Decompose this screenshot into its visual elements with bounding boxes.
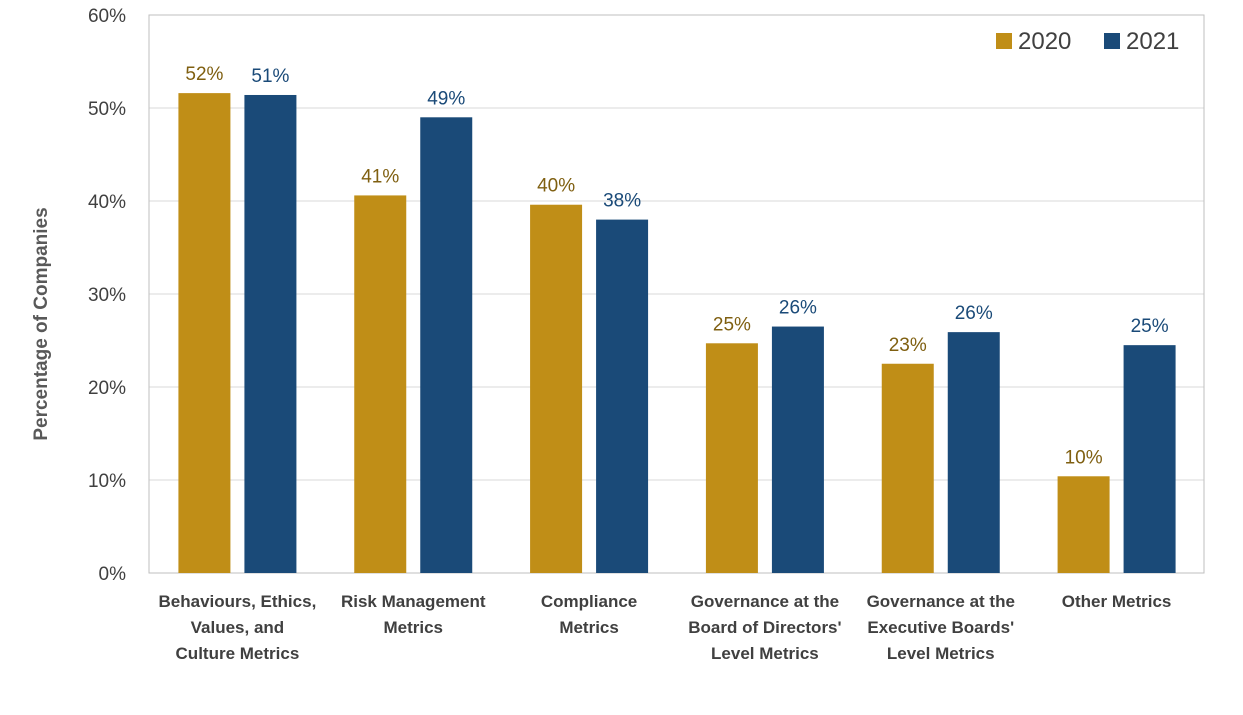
y-tick-label: 20%	[88, 378, 126, 399]
bar-2021-4	[947, 332, 1000, 573]
data-label-2021: 25%	[1131, 316, 1169, 337]
x-category-label: Behaviours, Ethics,	[159, 592, 317, 611]
bar-2020-3	[705, 343, 758, 573]
x-category-label: Governance at the	[867, 592, 1015, 611]
legend-swatch-2021	[1104, 33, 1120, 49]
bar-2021-2	[596, 219, 649, 573]
x-category-label: Other Metrics	[1062, 592, 1172, 611]
data-label-2021: 26%	[779, 298, 817, 319]
x-category-label: Culture Metrics	[176, 644, 300, 663]
data-label-2020: 10%	[1065, 447, 1103, 468]
data-label-2021: 49%	[427, 88, 465, 109]
x-category-label: Executive Boards'	[867, 618, 1014, 637]
legend-label-2020: 2020	[1018, 28, 1071, 55]
x-axis-categories: Behaviours, Ethics, Values, and Culture Me…	[159, 592, 1172, 663]
legend: 2020 2021	[996, 28, 1179, 55]
bar-2021-5	[1123, 345, 1176, 573]
y-axis-ticks: 0% 10% 20% 30% 40% 50% 60%	[88, 6, 126, 585]
x-category-label: Level Metrics	[887, 644, 995, 663]
bar-2020-5	[1057, 476, 1110, 573]
data-labels: 52% 51% 41% 49% 40% 38% 25% 26% 23% 26% 10% 25%	[185, 64, 1168, 468]
data-label-2020: 52%	[185, 64, 223, 85]
x-category-label: Risk Management	[341, 592, 486, 611]
plot-area-frame	[148, 14, 1205, 574]
x-category-label: Values, and	[191, 618, 285, 637]
bar-2020-0	[178, 93, 231, 574]
x-category-label: Compliance	[541, 592, 637, 611]
bars	[178, 93, 1176, 574]
y-tick-label: 50%	[88, 99, 126, 120]
legend-swatch-2020	[996, 33, 1012, 49]
legend-label-2021: 2021	[1126, 28, 1179, 55]
y-tick-label: 60%	[88, 6, 126, 27]
data-label-2020: 40%	[537, 176, 575, 197]
x-category-label: Metrics	[383, 618, 443, 637]
x-category-label: Governance at the	[691, 592, 839, 611]
bar-2020-2	[530, 204, 583, 573]
gridlines	[149, 14, 1204, 574]
bar-2021-0	[244, 94, 297, 573]
x-category-label: Level Metrics	[711, 644, 819, 663]
bar-2021-3	[771, 326, 824, 573]
bar-2020-4	[881, 363, 934, 573]
y-tick-label: 10%	[88, 471, 126, 492]
y-tick-label: 40%	[88, 192, 126, 213]
y-tick-label: 30%	[88, 285, 126, 306]
data-label-2021: 38%	[603, 191, 641, 212]
data-label-2020: 41%	[361, 166, 399, 187]
y-axis-label: Percentage of Companies	[31, 207, 52, 440]
x-category-label: Board of Directors'	[688, 618, 841, 637]
data-label-2020: 25%	[713, 314, 751, 335]
data-label-2020: 23%	[889, 335, 927, 356]
x-category-label: Metrics	[559, 618, 619, 637]
bar-2020-1	[354, 195, 407, 574]
bar-2021-1	[420, 117, 473, 574]
data-label-2021: 51%	[251, 66, 289, 87]
y-tick-label: 0%	[99, 564, 127, 585]
data-label-2021: 26%	[955, 303, 993, 324]
